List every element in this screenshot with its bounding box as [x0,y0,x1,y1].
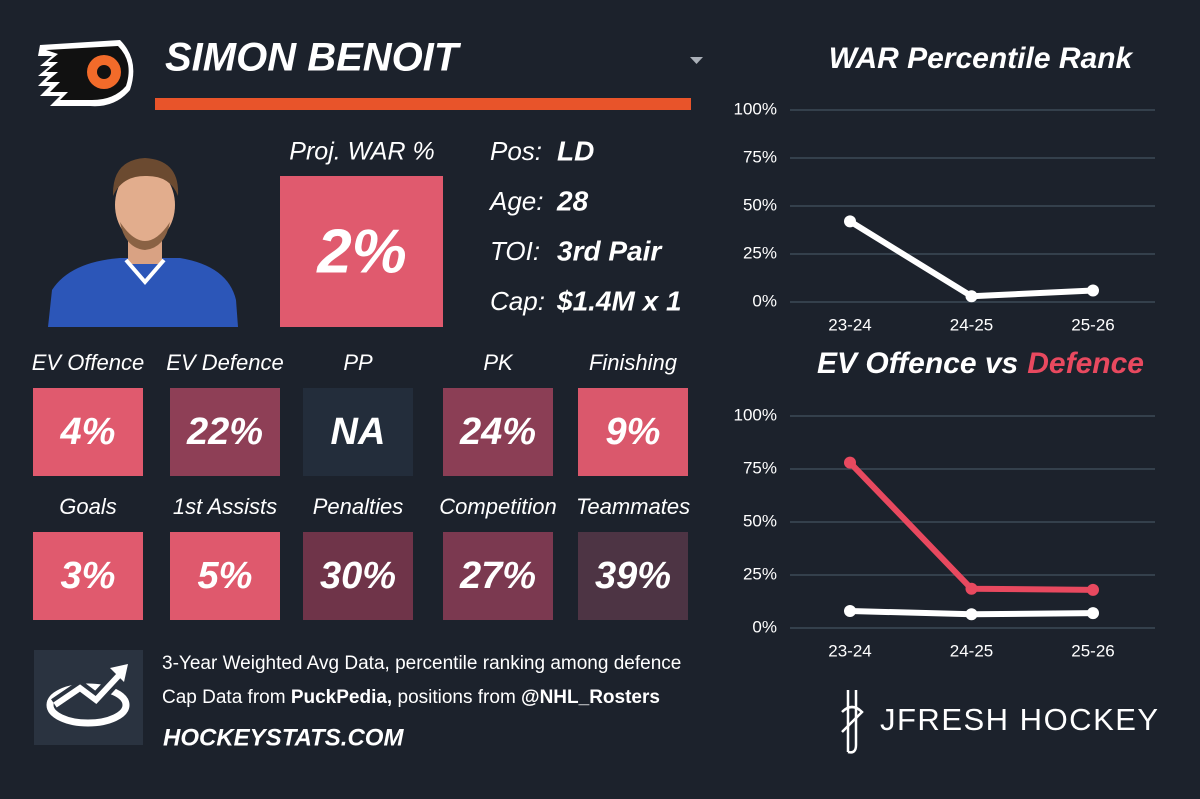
dropdown-arrow[interactable] [690,57,703,64]
footer-site[interactable]: HOCKEYSTATS.COM [163,724,404,751]
y-tick-label: 50% [743,511,777,530]
x-tick-label: 25-26 [1071,641,1114,660]
tile-label: 1st Assists [173,494,277,519]
player-name: SIMON BENOIT [165,36,462,80]
x-tick-label: 24-25 [950,641,993,660]
point [844,215,856,228]
tile-value: 5% [198,555,253,597]
y-tick-label: 25% [743,243,777,262]
point [1087,284,1099,297]
x-tick-label: 23-24 [828,315,871,334]
tile-value: 22% [186,411,263,453]
footer-line: Cap Data from PuckPedia, positions from … [162,687,660,708]
y-tick-label: 75% [743,458,777,477]
point [844,456,856,469]
chart-title: WAR Percentile Rank [829,42,1134,75]
tile-label: Competition [439,494,556,519]
x-tick-label: 25-26 [1071,315,1114,334]
footer-text: positions from [392,687,521,708]
y-tick-label: 50% [743,195,777,214]
x-tick-label: 23-24 [828,641,871,660]
tile-label: EV Offence [32,350,145,375]
y-tick-label: 75% [743,147,777,166]
footer-icon [34,650,143,745]
info-label: Cap: [490,286,545,316]
point [965,608,978,621]
y-tick-label: 100% [734,99,777,118]
info-label: TOI: [490,236,540,266]
player-photo [48,158,238,327]
tile [303,532,413,620]
tile-value: 30% [320,555,396,597]
tile-label: PK [483,350,514,375]
tile [303,388,413,476]
tile-value: NA [331,411,386,453]
info-value: 3rd Pair [557,235,663,266]
tile [578,532,688,620]
info-value: LD [557,135,594,166]
tile-label: EV Defence [166,350,283,375]
tile-value: 3% [61,555,116,597]
tile-label: PP [343,350,373,375]
point [965,290,978,303]
footer-link[interactable]: @NHL_Rosters [521,687,660,708]
info-label: Pos: [490,136,542,166]
tile [443,532,553,620]
y-tick-label: 25% [743,564,777,583]
tile [578,388,688,476]
footer-link[interactable]: PuckPedia, [291,687,392,708]
tile-label: Teammates [576,494,690,519]
tile [170,532,280,620]
tile-label: Penalties [313,494,404,519]
y-tick-label: 0% [752,617,777,636]
charts: WAR Percentile Rank 0% 25% 50% 75% 100% 23-24 2… [734,42,1155,660]
tile-value: 24% [459,411,536,453]
team-logo [38,40,134,107]
brand-icon [841,690,864,754]
tile-value: 27% [459,555,536,597]
info-label: Age: [488,186,544,216]
point [844,605,856,618]
x-tick-label: 24-25 [950,315,993,334]
tile [33,532,143,620]
chart-title-text: EV Offence vs [817,347,1018,380]
tile-value: 4% [60,411,116,453]
info-value: 28 [556,185,589,216]
tile [170,388,280,476]
player-info: Pos: LD Age: 28 TOI: 3rd Pair Cap: $1.4M x 1 [488,135,682,316]
tile-label: Finishing [589,350,678,375]
tile [33,388,143,476]
brand-name: JFRESH HOCKEY [880,702,1160,737]
name-underline [155,98,691,110]
tile [443,388,553,476]
tile-value: 39% [595,555,671,597]
projection-box [280,176,443,327]
stat-tiles: EV Offence 4% EV Defence 22% PP NA PK 24% Finish… [32,350,690,620]
projection-label: Proj. WAR % [289,138,434,166]
tile-value: 9% [606,411,661,453]
y-tick-label: 0% [752,291,777,310]
y-tick-label: 100% [734,405,777,424]
info-value: $1.4M x 1 [556,285,682,316]
point [1087,583,1099,596]
chart-title: EV Offence vs Defence [817,347,1144,380]
projection-value: 2% [316,217,407,286]
tile-label: Goals [59,494,116,519]
chart-title-highlight: Defence [1027,347,1144,380]
footer-text: Cap Data from [162,687,291,708]
footer-line: 3-Year Weighted Avg Data, percentile ran… [162,653,681,674]
point [965,582,978,595]
point [1087,607,1099,620]
